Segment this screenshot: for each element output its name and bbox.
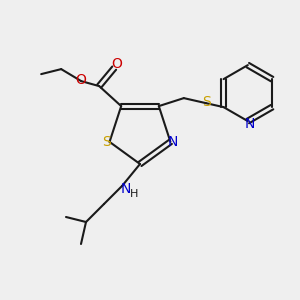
Text: O: O (111, 57, 122, 71)
Text: N: N (121, 182, 131, 196)
Text: O: O (75, 73, 86, 87)
Text: N: N (244, 117, 255, 131)
Text: N: N (167, 135, 178, 149)
Text: H: H (130, 189, 138, 199)
Text: S: S (102, 135, 111, 149)
Text: S: S (202, 95, 211, 109)
